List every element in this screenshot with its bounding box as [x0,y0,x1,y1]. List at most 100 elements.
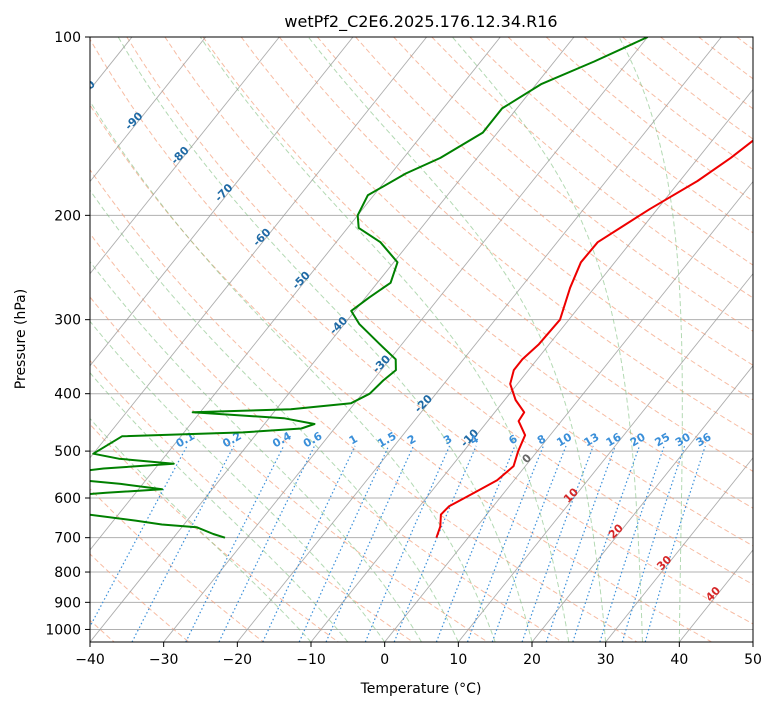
mixing-ratio-line [521,445,594,642]
moist-adiabat-line [307,37,607,642]
mixing-ratio-line [491,445,567,642]
y-tick-label: 900 [54,595,81,611]
mixing-ratio-line [364,445,451,642]
mixing-ratio-label: 6 [507,432,520,447]
y-tick-label: 800 [54,565,81,581]
mixing-ratio-line [393,445,477,642]
isotherm-label: 40 [703,584,723,604]
isotherm-line [0,37,58,642]
moist-adiabat-line [90,260,422,642]
isotherm-line [90,37,280,275]
moist-adiabat-line [90,189,459,642]
dry-adiabat-line [90,104,712,642]
x-tick-label: 10 [449,652,467,668]
isotherm-label: -40 [327,314,350,337]
x-tick-label: 30 [597,652,615,668]
moist-adiabat-line [199,37,570,642]
isotherm-label: -70 [212,181,235,204]
dry-adiabat-line [90,423,339,642]
isotherms [0,37,753,642]
mixing-ratio-label: 0.1 [174,429,197,450]
isotherm-label: 20 [606,521,626,541]
dry-adiabat-line [469,37,753,266]
mixing-ratio-label: 1.5 [375,429,398,450]
isotherm-line [752,641,753,642]
isotherm-label: 0 [520,451,535,466]
mixing-ratio-label: 25 [653,430,673,449]
x-tick-label: −40 [75,652,105,668]
mixing-ratio-line [90,445,188,628]
mixing-ratio-label: 0.6 [301,429,325,450]
mixing-ratio-line [644,445,706,642]
mixing-ratio-label: 3 [441,432,454,447]
mixing-ratio-line [262,445,356,642]
x-tick-label: 40 [670,652,688,668]
dry-adiabat-line [90,296,488,642]
isotherm-line [236,37,722,642]
x-tick-label: −10 [296,652,326,668]
isotherm-label: -50 [290,269,313,292]
plot-area: -100-90-80-70-60-50-40-30-20-10010203040… [0,37,753,642]
x-tick-label: −20 [223,652,253,668]
dry-adiabat-line [90,232,563,642]
dry-adiabat-line [240,37,753,472]
mixing-ratio-line [572,445,641,642]
isotherm-line [531,365,753,642]
y-axis-ticks: 100 200 300 400 500 600 700 800 900 1000 [45,30,90,638]
mixing-ratio-line [621,445,686,642]
mixing-ratio-line [466,445,544,642]
mixing-ratio-label: 13 [582,430,602,449]
isotherm-label: -20 [412,392,435,415]
dry-adiabat-line [202,37,753,509]
mixing-ratio-line [545,445,616,642]
isotherm-line [310,88,753,642]
isotherm-label: 10 [561,485,581,505]
y-tick-label: 300 [54,313,81,329]
isotherm-label: -90 [122,109,145,132]
x-tick-label: 0 [380,652,389,668]
mixing-ratio-label: 16 [604,430,624,449]
dry-adiabat-line [317,37,753,401]
y-tick-label: 400 [54,387,81,403]
dry-adiabat-line [431,37,753,299]
moist-adiabat-line [90,320,386,642]
mixing-ratio-line [325,445,414,642]
isotherm-line [90,37,207,183]
y-tick-label: 500 [54,444,81,460]
mixing-ratio-line [599,445,665,642]
isotherm-line [90,37,501,551]
isotherm-label: -100 [69,77,98,106]
y-tick-label: 1000 [45,622,81,638]
mixing-ratio-label: 36 [694,430,714,449]
dry-adiabat-line [507,37,753,234]
isotherm-label: -60 [250,226,273,249]
isotherm-line [605,457,753,642]
isotherm-line [163,37,649,642]
x-tick-label: 50 [744,652,762,668]
isotherm-line [90,37,575,642]
mixing-ratio-lines [90,445,706,642]
isotherm-line [457,272,753,642]
moist-adiabat-line [618,37,683,642]
dry-adiabat-line [736,37,753,50]
dry-adiabat-line [545,37,753,202]
mixing-ratio-label: 1 [347,432,360,447]
y-axis-label: Pressure (hPa) [13,289,29,389]
dry-adiabats [90,37,753,642]
x-tick-label: 20 [523,652,541,668]
chart-title: wetPf2_C2E6.2025.176.12.34.R16 [284,12,557,32]
dry-adiabat-line [355,37,753,366]
y-tick-label: 700 [54,531,81,547]
moist-adiabat-line [90,372,349,642]
dry-adiabat-line [126,37,753,586]
y-tick-label: 600 [54,491,81,507]
isotherm-line [90,37,428,459]
dry-adiabat-line [164,37,753,547]
x-axis-ticks: −40 −30 −20 −10 0 10 20 30 40 50 [75,642,762,668]
moist-adiabat-line [451,37,643,642]
dry-adiabat-line [393,37,753,332]
y-tick-label: 100 [54,30,81,46]
mixing-ratio-line [218,445,316,642]
moist-adiabat-line [117,37,533,642]
dewpoint-profile-line [90,37,649,539]
